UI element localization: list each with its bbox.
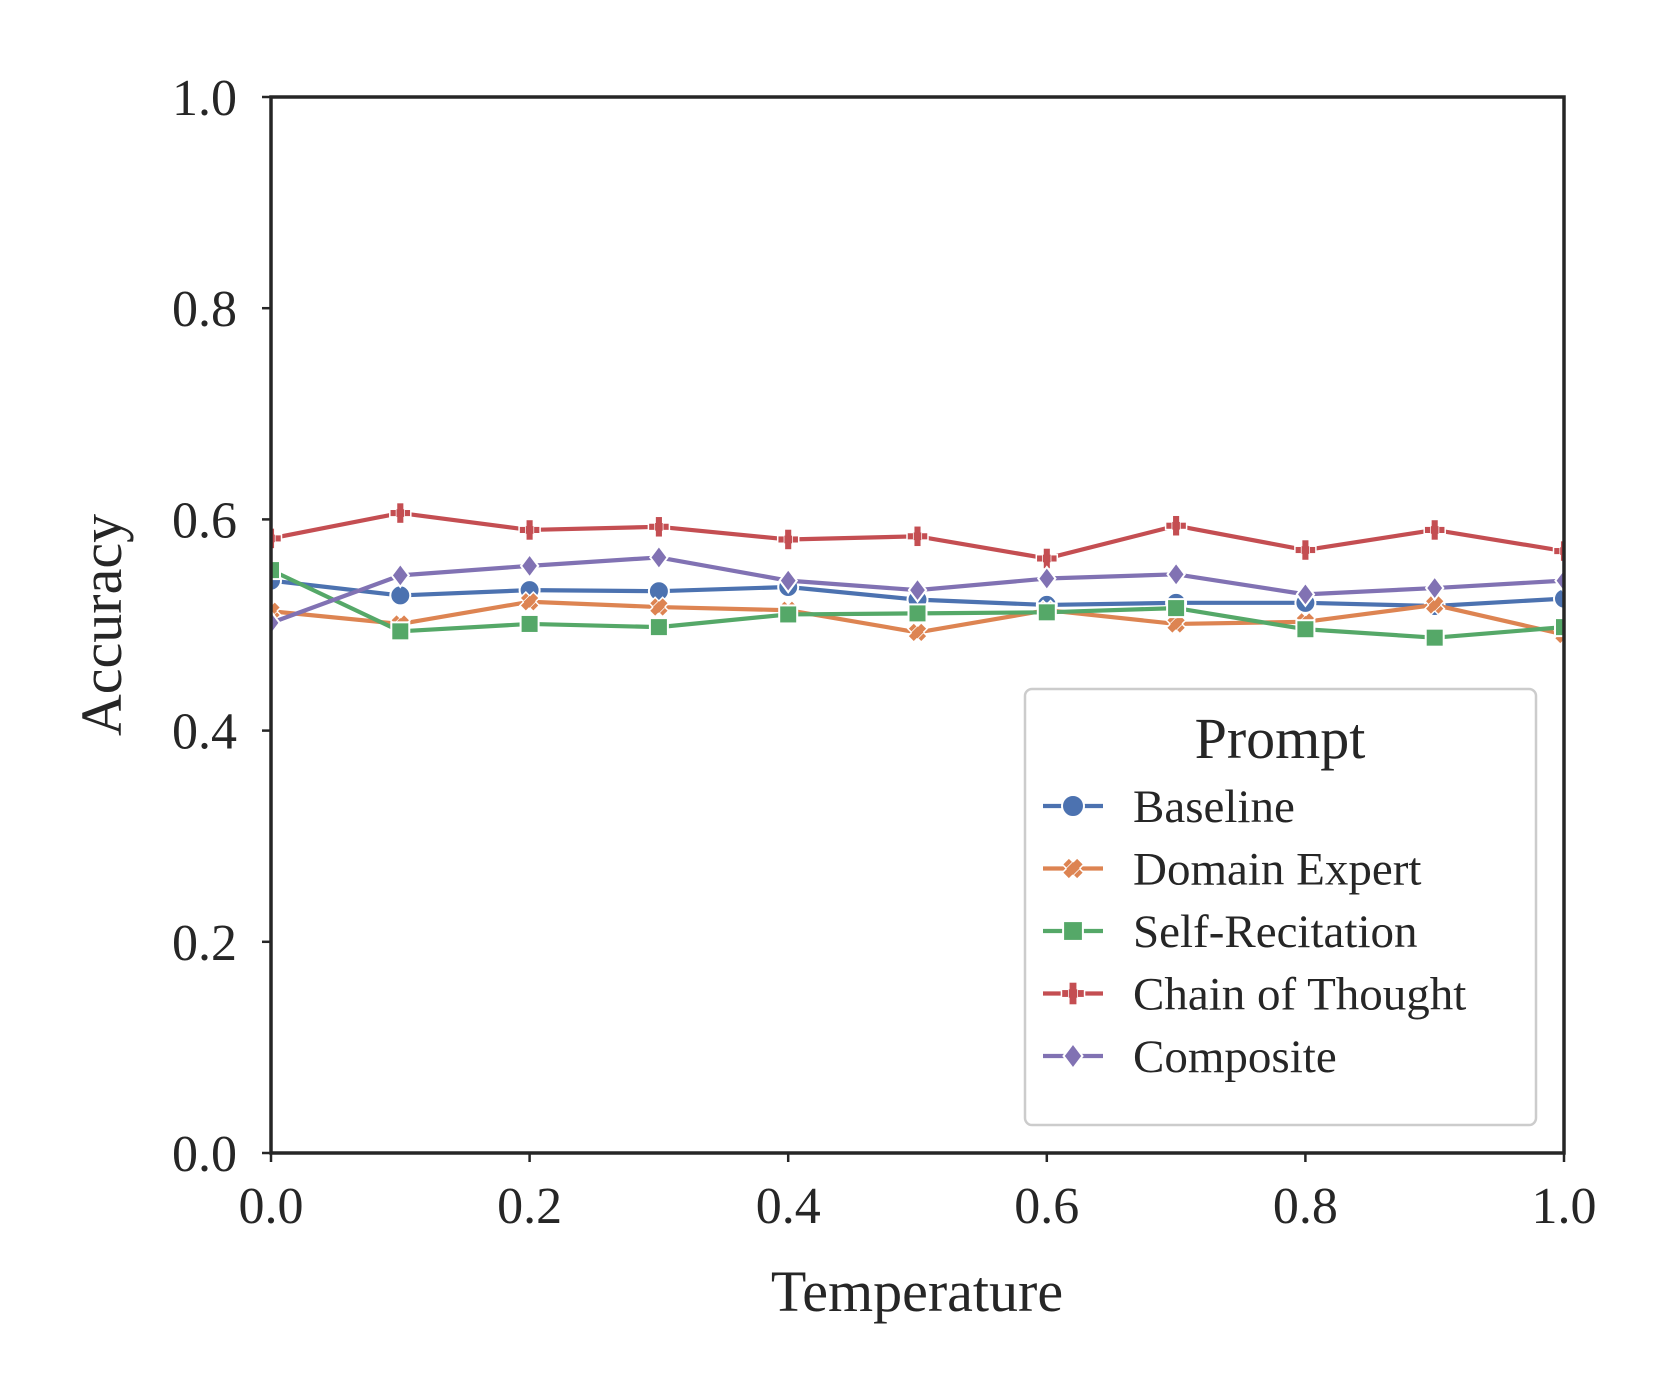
series-layer [271, 501, 1564, 648]
y-tick-label: 0.8 [172, 281, 237, 338]
legend-label: Self-Recitation [1133, 906, 1418, 958]
data-point-self-recitation [1166, 598, 1187, 619]
series-chain-of-thought [271, 501, 1564, 570]
legend-box [1023, 687, 1538, 1127]
data-point-self-recitation [778, 604, 799, 625]
legend-item-chain-of-thought: Chain of Thought [1043, 969, 1466, 1021]
data-point-chain-of-thought [1423, 518, 1446, 542]
x-tick-label: 0.8 [1273, 1178, 1338, 1235]
y-tick-label: 0.6 [172, 492, 237, 549]
data-point-chain-of-thought [518, 518, 541, 542]
data-point-chain-of-thought [1552, 539, 1564, 563]
legend-label: Chain of Thought [1133, 969, 1466, 1021]
data-point-baseline [1553, 587, 1564, 610]
data-point-chain-of-thought [1164, 514, 1188, 537]
y-tick-label: 1.0 [172, 70, 237, 127]
data-point-chain-of-thought [906, 525, 929, 548]
data-point-chain-of-thought [647, 515, 671, 539]
legend-item-baseline: Baseline [1043, 781, 1295, 833]
data-point-composite [1554, 567, 1564, 594]
data-point-composite [519, 552, 540, 580]
legend: Prompt Baseline Domain Expert Self-Recitat… [1023, 687, 1538, 1127]
data-point-self-recitation [271, 560, 281, 581]
x-tick-label: 0.6 [1014, 1178, 1079, 1235]
series-composite [271, 544, 1564, 637]
data-point-chain-of-thought [271, 527, 283, 550]
legend-label: Baseline [1133, 781, 1295, 833]
x-axis-ticks: 0.0 0.2 0.4 0.6 0.8 1.0 [239, 1153, 1597, 1235]
legend-item-composite: Composite [1043, 1031, 1337, 1083]
data-point-chain-of-thought [1294, 538, 1317, 562]
data-point-composite [649, 544, 669, 571]
legend-label: Composite [1133, 1031, 1337, 1083]
legend-title: Prompt [1195, 706, 1366, 771]
plot-frame [269, 95, 1566, 1155]
data-point-self-recitation [519, 613, 540, 634]
data-point-self-recitation [1036, 602, 1057, 623]
data-point-composite [1295, 581, 1316, 608]
y-tick-label: 0.0 [172, 1126, 237, 1183]
legend-marker-baseline [1061, 794, 1085, 818]
y-tick-label: 0.4 [172, 704, 237, 761]
data-point-composite [778, 567, 799, 594]
data-point-self-recitation [1424, 627, 1445, 648]
data-point-domain-expert [648, 596, 670, 618]
y-tick-label: 0.2 [172, 915, 237, 972]
data-point-composite [390, 562, 411, 589]
legend-marker-domain-expert [1061, 856, 1085, 881]
y-axis-label: Accuracy [69, 514, 134, 736]
data-point-domain-expert [906, 621, 929, 644]
x-tick-label: 0.2 [497, 1178, 562, 1235]
legend-items: Baseline Domain Expert Self-Recitation Chai… [1043, 781, 1466, 1083]
legend-marker-chain-of-thought [1060, 981, 1086, 1006]
data-point-chain-of-thought [776, 528, 800, 551]
data-point-composite [271, 609, 281, 637]
data-point-self-recitation [1554, 617, 1564, 638]
legend-marker-composite [1062, 1041, 1084, 1071]
data-point-domain-expert [1423, 594, 1446, 616]
x-axis-label: Temperature [771, 1259, 1063, 1324]
legend-label: Domain Expert [1133, 844, 1421, 896]
data-point-composite [1036, 565, 1057, 592]
y-axis-ticks: 0.0 0.2 0.4 0.6 0.8 1.0 [172, 70, 271, 1183]
x-tick-label: 1.0 [1532, 1178, 1597, 1235]
data-point-chain-of-thought [389, 501, 412, 525]
data-point-baseline [647, 580, 670, 603]
data-point-self-recitation [390, 621, 411, 642]
legend-item-self-recitation: Self-Recitation [1043, 906, 1418, 958]
series-self-recitation [271, 560, 1564, 648]
data-point-domain-expert [518, 591, 541, 613]
data-point-composite [1424, 574, 1445, 602]
data-point-composite [907, 576, 928, 604]
x-tick-label: 0.4 [756, 1178, 821, 1235]
data-point-chain-of-thought [1035, 547, 1059, 570]
legend-item-domain-expert: Domain Expert [1043, 844, 1421, 896]
data-point-self-recitation [648, 617, 669, 638]
x-tick-label: 0.0 [239, 1178, 304, 1235]
data-point-composite [1166, 561, 1186, 588]
data-point-self-recitation [907, 603, 928, 624]
legend-marker-self-recitation [1062, 920, 1084, 942]
data-point-self-recitation [1295, 619, 1316, 640]
